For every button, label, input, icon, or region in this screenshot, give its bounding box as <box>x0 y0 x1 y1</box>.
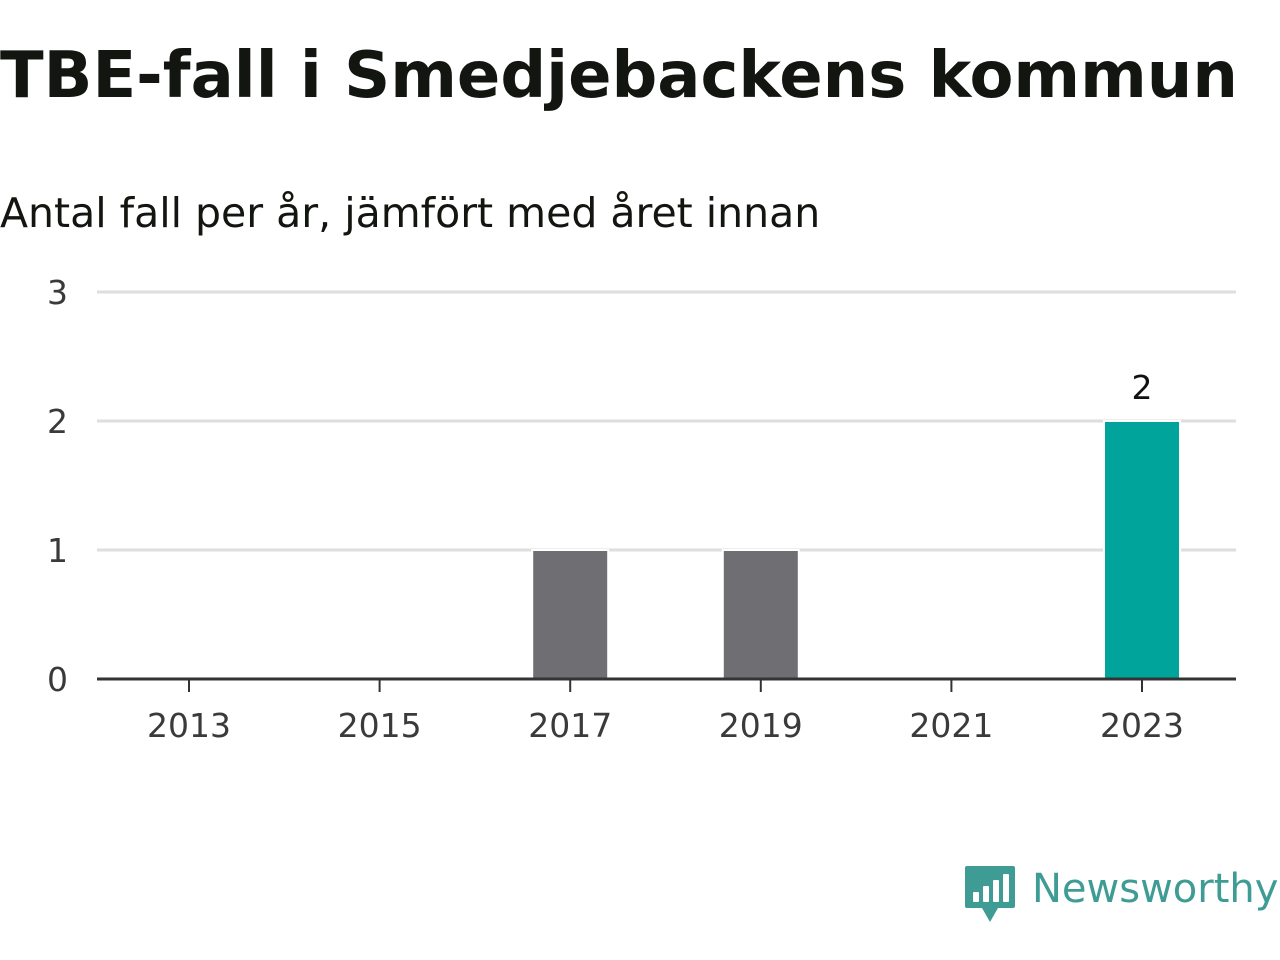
x-tick-label-2013: 2013 <box>147 706 231 745</box>
bar-2019 <box>721 549 800 680</box>
y-tick-label-1: 1 <box>47 531 68 570</box>
y-tick-label-3: 3 <box>47 273 68 312</box>
data-label-2023: 2 <box>1132 368 1153 407</box>
bar-2017 <box>531 549 610 680</box>
chart-subtitle: Antal fall per år, jämfört med året inna… <box>0 189 821 237</box>
data-labels: 2 <box>1132 368 1153 407</box>
bar-2023 <box>1103 420 1181 680</box>
gridlines <box>97 290 1236 552</box>
x-tick-label-2019: 2019 <box>719 706 803 745</box>
bars <box>531 420 1181 680</box>
x-tick-label-2021: 2021 <box>909 706 993 745</box>
y-tick-label-2: 2 <box>47 402 68 441</box>
y-axis-ticks: 0 1 2 3 <box>47 273 68 699</box>
x-tick-label-2017: 2017 <box>528 706 612 745</box>
y-tick-label-0: 0 <box>47 660 68 699</box>
newsworthy-logo: Newsworthy <box>964 864 1280 928</box>
x-tick-label-2023: 2023 <box>1100 706 1184 745</box>
x-tick-label-2015: 2015 <box>338 706 422 745</box>
chart-title: TBE-fall i Smedjebackens kommun <box>0 39 1238 113</box>
newsworthy-logo-icon <box>965 866 1015 922</box>
newsworthy-logo-text: Newsworthy <box>1032 866 1279 912</box>
x-axis-ticks: 2013 2015 2017 2019 2021 2023 <box>147 679 1184 745</box>
